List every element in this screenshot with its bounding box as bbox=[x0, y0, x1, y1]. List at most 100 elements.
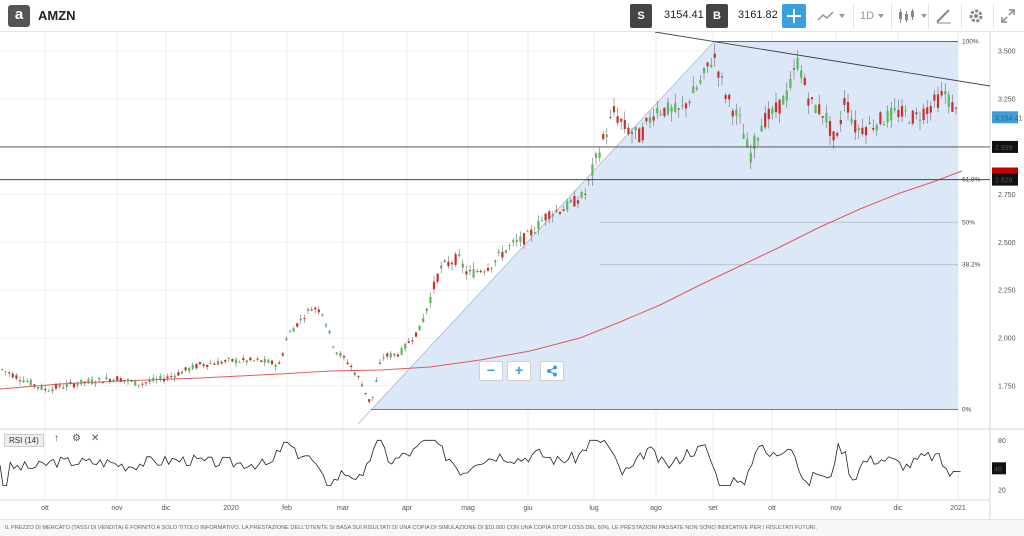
candle-up bbox=[746, 139, 749, 148]
fib-level-label: 50% bbox=[962, 219, 975, 226]
candle-down bbox=[476, 271, 479, 273]
time-tick-label: dic bbox=[894, 505, 903, 512]
candle-down bbox=[465, 271, 468, 275]
candle-up bbox=[288, 331, 292, 333]
candle-down bbox=[350, 365, 353, 368]
price-axis: 3.5003.2503.0002.7502.5002.2502.0001.750… bbox=[992, 49, 1022, 390]
candle-down bbox=[936, 94, 940, 108]
candle-up bbox=[371, 396, 374, 398]
price-tick-label: 2.000 bbox=[998, 335, 1016, 342]
price-chart[interactable]: 100%61.8%50%38.2%0% 3.5003.2503.0002.750… bbox=[0, 32, 1024, 519]
candle-up bbox=[648, 117, 652, 123]
time-tick-label: set bbox=[708, 505, 717, 512]
candle-up bbox=[890, 107, 893, 121]
candle-up bbox=[180, 371, 184, 374]
candle-down bbox=[220, 361, 223, 364]
candle-down bbox=[468, 270, 472, 272]
level-price-tag-bg bbox=[992, 140, 1018, 153]
candle-up bbox=[112, 379, 115, 382]
trendline[interactable] bbox=[654, 32, 991, 87]
rsi-indicator-label[interactable]: RSI (14) bbox=[4, 434, 44, 447]
candle-up bbox=[508, 244, 511, 246]
candle-up bbox=[299, 318, 302, 321]
candle-down bbox=[627, 127, 630, 135]
candle-up bbox=[504, 250, 508, 253]
candle-up bbox=[692, 86, 695, 94]
candle-up bbox=[285, 338, 288, 341]
time-tick-label: ago bbox=[650, 505, 662, 512]
candle-down bbox=[926, 107, 929, 115]
settings-button[interactable] bbox=[968, 6, 984, 26]
gear-icon[interactable]: ⚙ bbox=[72, 433, 81, 444]
time-tick-label: lug bbox=[589, 505, 598, 512]
zoom-out-button[interactable]: − bbox=[479, 361, 503, 381]
candle-down bbox=[141, 383, 144, 385]
chart-type-button[interactable] bbox=[817, 6, 845, 26]
level-price-tag: 2.828 bbox=[995, 178, 1013, 185]
candle-up bbox=[735, 109, 738, 116]
candle-up bbox=[152, 377, 155, 382]
share-icon bbox=[547, 365, 557, 377]
candle-up bbox=[87, 379, 90, 383]
candle-up bbox=[814, 105, 817, 113]
candle-down bbox=[641, 127, 644, 141]
candle-down bbox=[879, 112, 882, 125]
candle-up bbox=[332, 346, 335, 348]
candle-up bbox=[389, 353, 392, 358]
crosshair-button[interactable] bbox=[782, 4, 806, 28]
candle-down bbox=[713, 53, 716, 58]
candle-down bbox=[306, 309, 310, 311]
candle-down bbox=[558, 211, 562, 214]
candle-down bbox=[317, 309, 320, 313]
candle-down bbox=[368, 399, 371, 402]
candle-up bbox=[292, 328, 295, 332]
candle-up bbox=[0, 369, 4, 371]
rsi-panel: 80 20 46 bbox=[0, 438, 1006, 494]
candle-down bbox=[450, 262, 454, 265]
candle-up bbox=[681, 105, 684, 107]
candle-up bbox=[216, 360, 220, 365]
buy-badge[interactable]: B bbox=[706, 4, 728, 28]
share-button[interactable] bbox=[540, 361, 564, 381]
candle-up bbox=[569, 199, 572, 203]
candle-down bbox=[447, 261, 450, 267]
fibonacci-retracement[interactable]: 100% 61.8% 50% 38.2% 0% bbox=[357, 39, 981, 425]
candle-up bbox=[155, 378, 158, 381]
candle-down bbox=[933, 94, 936, 101]
fullscreen-button[interactable] bbox=[1000, 6, 1016, 26]
time-tick-label: ott bbox=[768, 505, 776, 512]
candle-down bbox=[548, 211, 551, 219]
candle-up bbox=[321, 314, 324, 316]
horizontal-lines[interactable] bbox=[0, 146, 990, 181]
candle-up bbox=[263, 358, 266, 363]
candle-up bbox=[94, 383, 97, 385]
candle-up bbox=[634, 126, 637, 131]
close-icon[interactable]: ✕ bbox=[91, 433, 100, 444]
fib-level-label: 0% bbox=[962, 406, 972, 413]
candle-up bbox=[458, 254, 461, 256]
price-tick-label: 2.750 bbox=[998, 192, 1016, 199]
candle-up bbox=[800, 70, 803, 78]
candle-down bbox=[386, 353, 389, 357]
zoom-in-button[interactable]: + bbox=[507, 361, 531, 381]
candle-style-button[interactable] bbox=[897, 6, 927, 26]
candle-up bbox=[80, 379, 83, 385]
candle-up bbox=[375, 380, 378, 382]
timeframe-dropdown[interactable]: 1D bbox=[860, 6, 885, 26]
candle-down bbox=[929, 106, 932, 113]
candle-up bbox=[40, 385, 43, 390]
candle-down bbox=[108, 379, 112, 383]
candle-up bbox=[422, 318, 425, 323]
candle-down bbox=[645, 117, 648, 122]
candle-up bbox=[526, 231, 529, 233]
drawing-tools-button[interactable] bbox=[935, 6, 953, 26]
arrow-up-icon[interactable]: ↑ bbox=[54, 433, 59, 444]
candle-up bbox=[497, 251, 500, 253]
candle-up bbox=[4, 371, 7, 373]
sell-badge[interactable]: S bbox=[630, 4, 652, 28]
time-axis: ott nov dic 2020 feb mar apr mag giu lug ago set ott… bbox=[41, 505, 966, 512]
candle-down bbox=[231, 358, 234, 362]
candle-up bbox=[425, 308, 428, 312]
time-tick-label: dic bbox=[162, 505, 171, 512]
candle-up bbox=[738, 115, 742, 117]
